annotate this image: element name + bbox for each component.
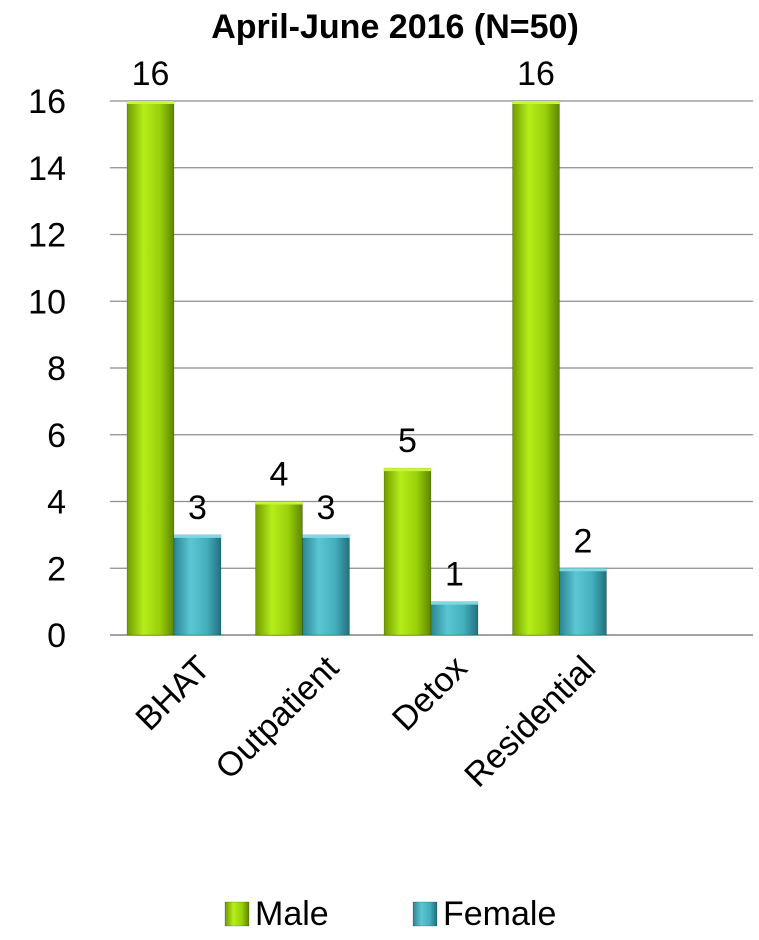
bar-top-highlight [431, 601, 478, 605]
bar-top-highlight [559, 568, 607, 572]
bar-male [126, 100, 175, 636]
bar-top-highlight [255, 501, 303, 505]
bars [126, 100, 607, 636]
bar-male [512, 100, 560, 636]
bar-female [559, 567, 607, 636]
y-tick-label: 2 [47, 550, 66, 588]
x-category-label: Residential [457, 649, 603, 795]
bar-top-highlight [127, 101, 174, 104]
data-label: 16 [132, 55, 170, 93]
bar-female [173, 534, 222, 636]
bar-top-highlight [384, 468, 431, 472]
y-tick-label: 16 [28, 83, 66, 121]
legend-swatch-female [412, 901, 438, 927]
data-label: 4 [270, 456, 289, 494]
bar-male [255, 501, 303, 636]
x-category-label: Detox [385, 649, 475, 739]
y-tick-label: 10 [28, 283, 66, 321]
y-axis-ticks: 0 2 4 6 8 10 12 14 16 [28, 83, 66, 655]
chart-title: April-June 2016 (N=50) [211, 8, 579, 46]
y-tick-label: 0 [47, 617, 66, 655]
legend-swatch-male [224, 901, 250, 927]
bar-top-highlight [512, 101, 560, 104]
data-label: 3 [188, 489, 207, 527]
data-label: 1 [445, 556, 464, 594]
y-tick-label: 4 [47, 484, 66, 522]
y-tick-label: 14 [28, 150, 66, 188]
legend-label-female: Female [443, 895, 556, 933]
x-category-label: Outpatient [208, 648, 346, 786]
data-label: 5 [398, 422, 417, 460]
legend-label-male: Male [255, 895, 329, 933]
bar-female [302, 534, 350, 636]
bar-female [430, 601, 479, 636]
bar-top-highlight [174, 534, 221, 538]
x-category-label: BHAT [128, 649, 217, 738]
y-tick-label: 6 [47, 417, 66, 455]
data-label: 16 [517, 55, 555, 93]
y-tick-label: 8 [47, 350, 66, 388]
bar-male [383, 467, 432, 636]
y-tick-label: 12 [28, 217, 66, 255]
data-label: 3 [317, 489, 336, 527]
data-label: 2 [574, 522, 593, 560]
legend: Male Female [224, 895, 556, 933]
bar-top-highlight [302, 534, 350, 538]
